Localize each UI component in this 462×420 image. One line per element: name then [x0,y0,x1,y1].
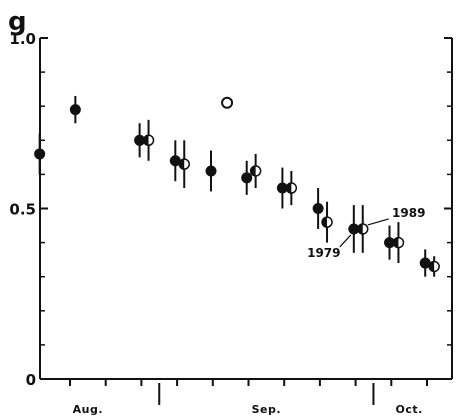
annotation-label: 1979 [307,246,340,260]
data-point-1979 [241,172,253,184]
errorbar-layer [38,95,436,277]
ticks-layer [40,37,452,405]
month-label: Aug. [73,403,103,416]
points-layer [34,96,440,273]
y-tick-label: 1.0 [9,30,36,48]
data-point-1989 [142,134,155,147]
data-point-1979 [312,203,324,214]
data-point-1989 [178,158,190,170]
half-circle-fill [179,159,185,170]
annotation-layer: 1989 1979 [307,206,425,260]
data-point-1979 [34,148,46,160]
data-point-1989 [356,223,369,235]
labels-layer: 0 0.5 1.0g Aug. Sep. Oct. [8,7,422,416]
axes-layer [39,38,453,380]
half-circle-fill [357,223,363,234]
half-circle-fill [143,135,149,146]
month-label: Oct. [395,403,422,416]
half-circle-fill [250,165,256,176]
month-label: Sep. [252,403,281,416]
y-axis-label: g [8,7,27,37]
data-point-1989 [285,182,298,194]
data-point-1989 [392,236,405,249]
open-circle [221,96,234,109]
half-circle-fill [393,237,399,248]
data-point-1989 [321,216,333,228]
y-tick-label: 0.5 [9,201,36,219]
half-circle-fill [322,217,328,228]
annotation-leader [339,234,352,248]
half-circle-fill [429,261,435,272]
data-point-1989 [249,165,262,177]
data-point-1989 [428,260,440,273]
data-point-1989 [221,96,234,109]
data-point-1979 [205,165,217,177]
annotation-label: 1989 [392,206,425,220]
data-point-1979 [69,104,81,116]
half-circle-fill [286,183,292,194]
annotation-leader [367,218,389,226]
y-tick-label: 0 [26,371,36,389]
